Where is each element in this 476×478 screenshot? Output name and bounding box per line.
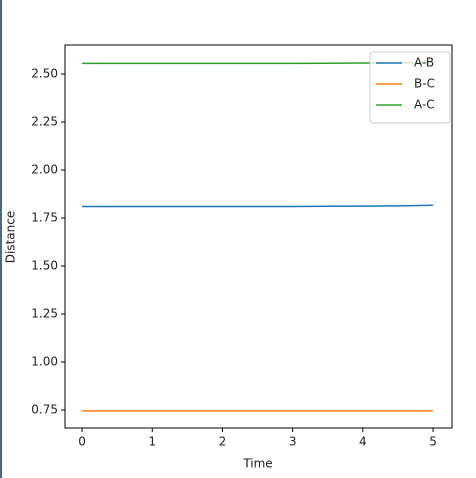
x-axis-label: Time bbox=[242, 457, 272, 471]
series-line bbox=[82, 204, 434, 208]
y-tick-label: 2.25 bbox=[31, 114, 58, 128]
y-tick-label: 1.25 bbox=[31, 306, 58, 320]
x-tick-label: 1 bbox=[148, 435, 156, 449]
y-tick-label: 0.75 bbox=[31, 402, 58, 416]
y-tick-label: 2.00 bbox=[31, 162, 58, 176]
x-tick-label: 3 bbox=[289, 435, 297, 449]
y-tick-label: 1.75 bbox=[31, 210, 58, 224]
x-tick-label: 5 bbox=[429, 435, 437, 449]
y-tick-label: 2.50 bbox=[31, 66, 58, 80]
x-tick-label: 2 bbox=[219, 435, 227, 449]
x-tick-label: 0 bbox=[78, 435, 86, 449]
legend-label: A-B bbox=[414, 56, 434, 70]
y-tick-label: 1.00 bbox=[31, 354, 58, 368]
legend-label: B-C bbox=[414, 77, 435, 91]
y-tick-label: 1.50 bbox=[31, 258, 58, 272]
plot-frame bbox=[64, 44, 453, 429]
legend-label: A-C bbox=[414, 98, 435, 112]
x-tick-label: 4 bbox=[359, 435, 367, 449]
y-axis-label: Distance bbox=[4, 211, 18, 263]
